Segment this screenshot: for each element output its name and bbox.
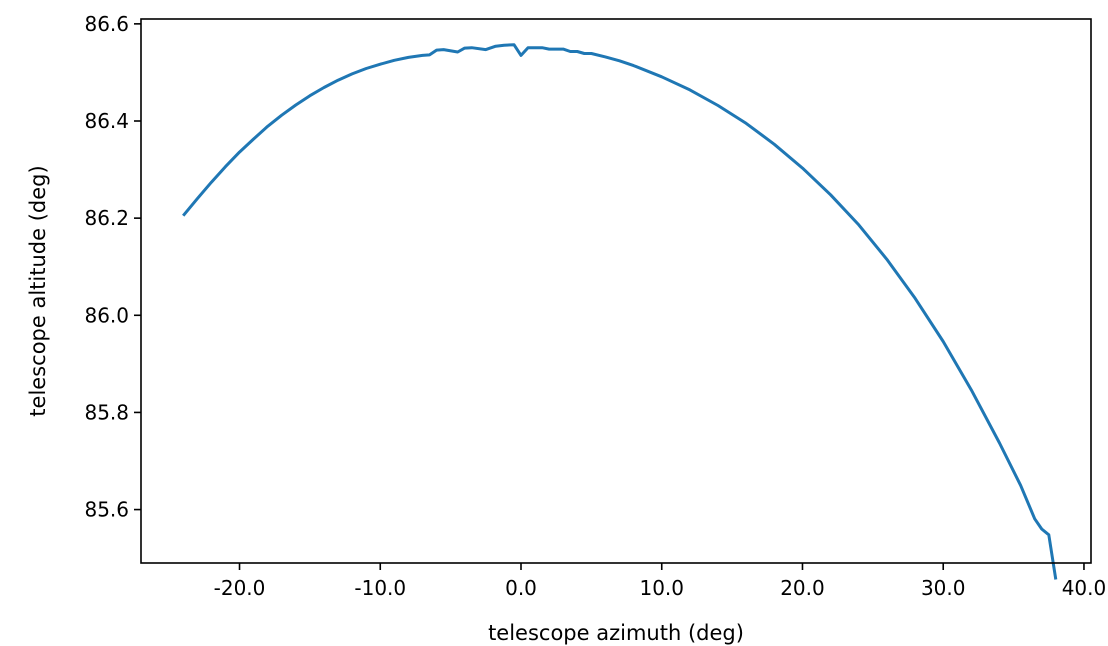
y-tick-label: 86.2 — [84, 206, 129, 230]
series-line — [182, 43, 1058, 580]
x-axis: -20.0 -10.0 0.0 10.0 20.0 30.0 40.0 — [214, 563, 1107, 600]
x-tick-label: -20.0 — [214, 576, 266, 600]
y-tick-label: 86.0 — [84, 303, 129, 327]
x-tick-label: 20.0 — [780, 576, 825, 600]
y-tick-label: 86.4 — [84, 109, 129, 133]
y-tick-label: 86.6 — [84, 12, 129, 36]
x-tick-label: -10.0 — [354, 576, 406, 600]
x-axis-label: telescope azimuth (deg) — [488, 621, 744, 645]
x-tick-label: 0.0 — [505, 576, 537, 600]
y-tick-label: 85.8 — [84, 400, 129, 424]
y-tick-label: 85.6 — [84, 498, 129, 522]
y-axis: 85.6 85.8 86.0 86.2 86.4 86.6 — [84, 12, 141, 522]
y-axis-label: telescope altitude (deg) — [26, 165, 50, 416]
x-tick-label: 30.0 — [921, 576, 966, 600]
axes-frame — [140, 18, 1092, 564]
plot-area — [182, 43, 1058, 580]
x-tick-label: 10.0 — [639, 576, 684, 600]
x-tick-label: 40.0 — [1062, 576, 1107, 600]
